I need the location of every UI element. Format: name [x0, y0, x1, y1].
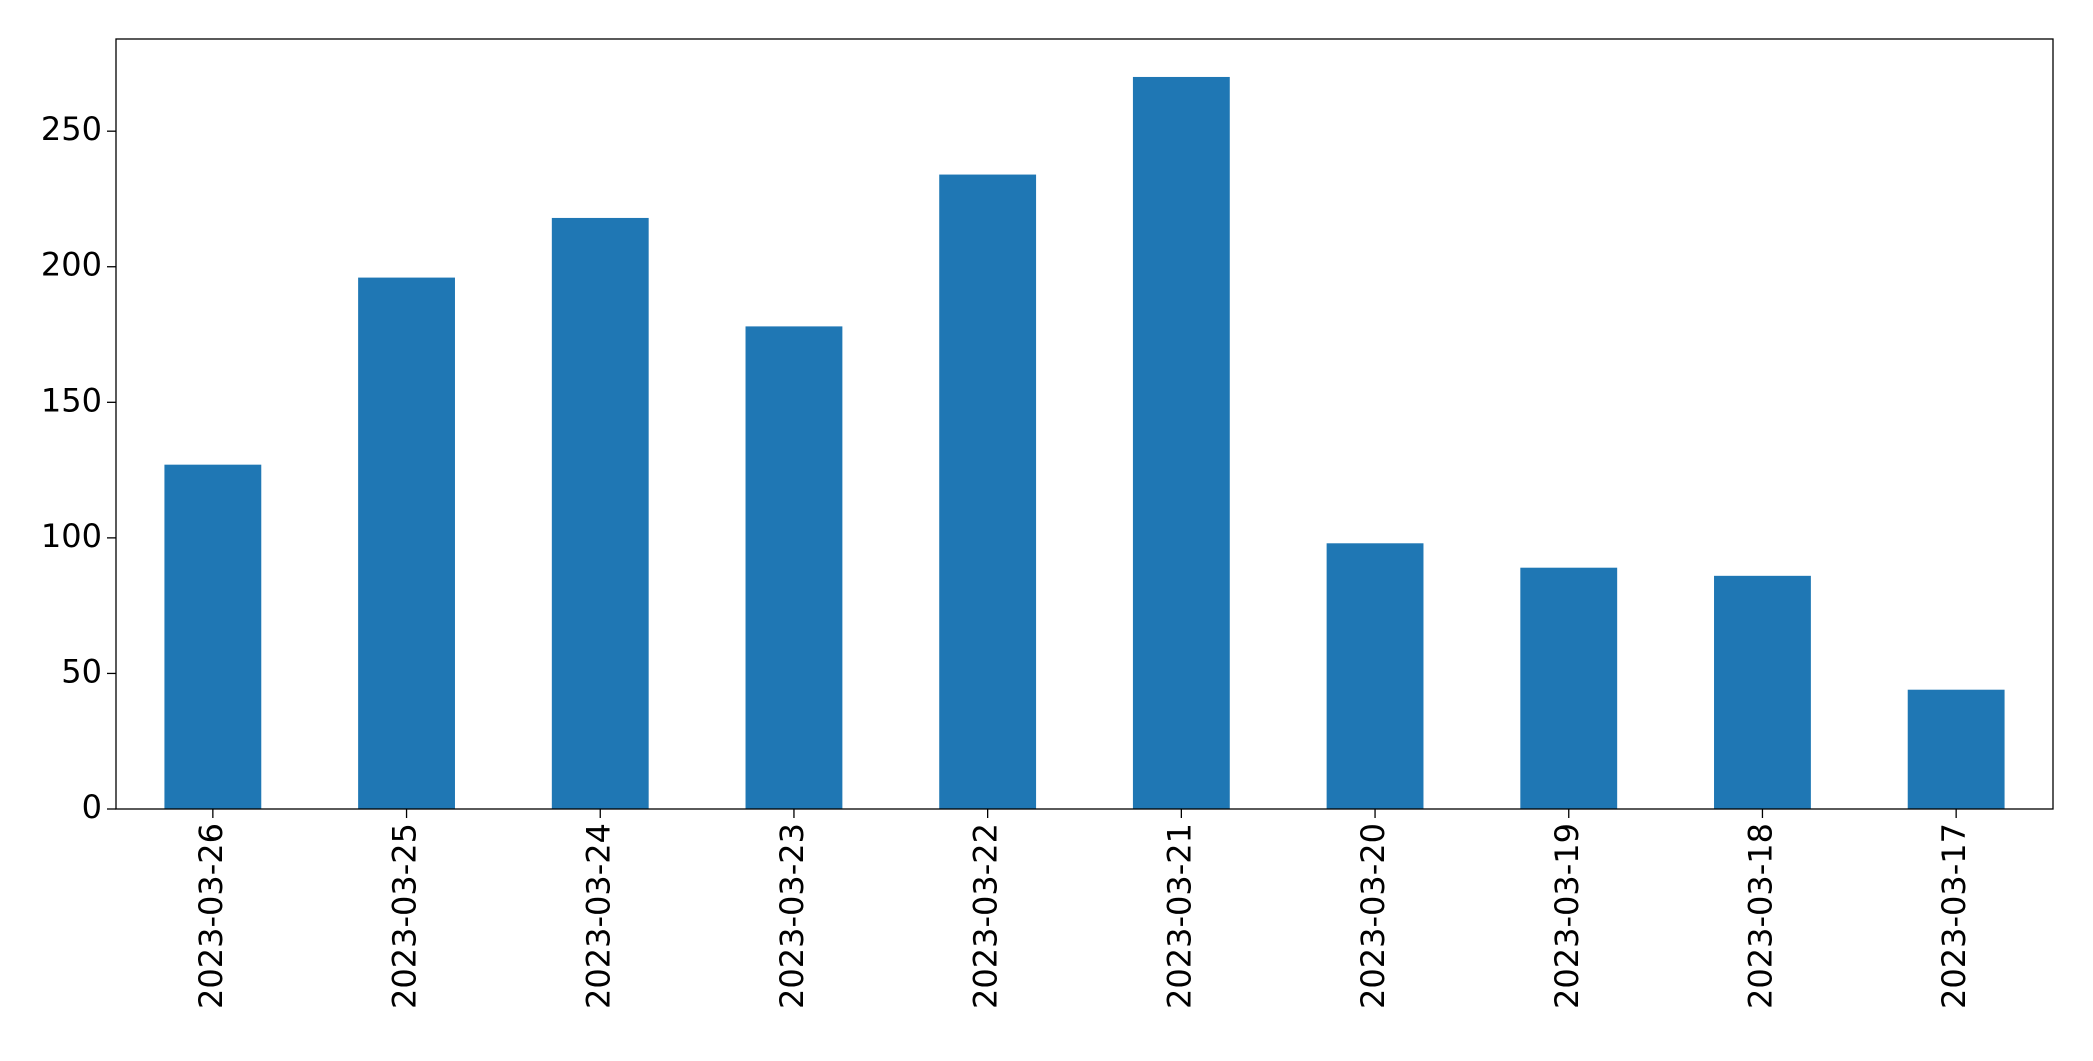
y-tick-label: 50 — [61, 652, 102, 690]
x-tick-label: 2023-03-24 — [579, 823, 617, 1009]
x-tick-label: 2023-03-17 — [1935, 823, 1973, 1009]
bar — [1326, 543, 1424, 809]
x-tick-label: 2023-03-18 — [1741, 823, 1779, 1009]
x-tick-label: 2023-03-22 — [967, 823, 1005, 1009]
plot: 0 50 100 150 200 250 2023-03-26 2023-03-25 2023-… — [41, 76, 2005, 1009]
x-tick-label: 2023-03-23 — [773, 823, 811, 1009]
x-tick-label: 2023-03-21 — [1160, 823, 1198, 1009]
y-tick-label: 150 — [41, 381, 102, 419]
y-tick-label: 100 — [41, 517, 102, 555]
bar — [164, 464, 262, 809]
bar — [1907, 689, 2005, 809]
x-tick-label: 2023-03-20 — [1354, 823, 1392, 1009]
x-tick-label: 2023-03-19 — [1548, 823, 1586, 1009]
bar — [551, 217, 649, 809]
plot-frame — [115, 38, 2054, 810]
bar — [1132, 76, 1230, 809]
x-tick-label: 2023-03-26 — [192, 823, 230, 1009]
bar — [1520, 567, 1618, 809]
bar — [939, 174, 1037, 810]
y-tick-label: 0 — [82, 788, 102, 826]
bar — [358, 277, 455, 809]
bar — [1714, 575, 1811, 809]
y-tick-label: 250 — [41, 110, 102, 148]
y-tick-label: 200 — [41, 246, 102, 284]
x-tick-label: 2023-03-25 — [386, 823, 424, 1009]
bar — [745, 326, 843, 809]
